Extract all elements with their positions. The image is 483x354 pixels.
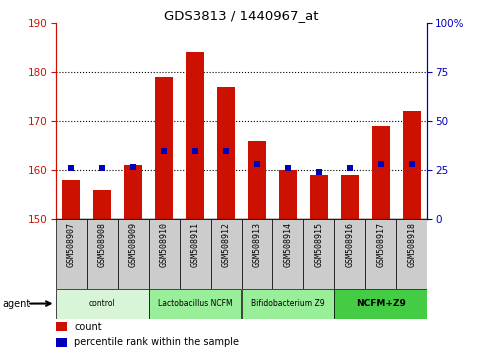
Bar (211, 219, 242, 289)
Text: GSM508917: GSM508917 (376, 222, 385, 267)
Bar (93, 190, 112, 219)
Bar (56, 338, 67, 347)
Bar (242, 289, 334, 319)
Text: GSM508916: GSM508916 (345, 222, 355, 267)
Bar (56, 219, 86, 289)
Bar (217, 87, 235, 219)
Bar (149, 289, 242, 319)
Title: GDS3813 / 1440967_at: GDS3813 / 1440967_at (164, 9, 319, 22)
Bar (117, 219, 149, 289)
Bar (403, 112, 421, 219)
Bar (186, 52, 204, 219)
Text: count: count (74, 321, 102, 332)
Text: Lactobacillus NCFM: Lactobacillus NCFM (157, 299, 232, 308)
Text: GSM508909: GSM508909 (128, 222, 138, 267)
Text: GSM508913: GSM508913 (253, 222, 261, 267)
Bar (242, 219, 272, 289)
Text: NCFM+Z9: NCFM+Z9 (356, 299, 406, 308)
Bar (279, 170, 297, 219)
Bar (56, 289, 149, 319)
Bar (372, 126, 390, 219)
Text: GSM508918: GSM508918 (408, 222, 416, 267)
Text: GSM508910: GSM508910 (159, 222, 169, 267)
Text: agent: agent (2, 298, 30, 309)
Text: GSM508915: GSM508915 (314, 222, 324, 267)
Bar (56, 322, 67, 331)
Text: Bifidobacterium Z9: Bifidobacterium Z9 (251, 299, 325, 308)
Text: GSM508907: GSM508907 (67, 222, 75, 267)
Bar (149, 219, 180, 289)
Text: GSM508912: GSM508912 (222, 222, 230, 267)
Bar (397, 219, 427, 289)
Bar (310, 175, 328, 219)
Text: percentile rank within the sample: percentile rank within the sample (74, 337, 239, 348)
Bar (180, 219, 211, 289)
Text: control: control (89, 299, 115, 308)
Bar (86, 219, 117, 289)
Bar (124, 165, 142, 219)
Bar (341, 175, 359, 219)
Bar (155, 77, 173, 219)
Bar (366, 219, 397, 289)
Bar (62, 180, 80, 219)
Bar (334, 219, 366, 289)
Text: GSM508914: GSM508914 (284, 222, 293, 267)
Bar (303, 219, 334, 289)
Bar (272, 219, 303, 289)
Text: GSM508908: GSM508908 (98, 222, 107, 267)
Text: GSM508911: GSM508911 (190, 222, 199, 267)
Bar (248, 141, 266, 219)
Bar (334, 289, 427, 319)
